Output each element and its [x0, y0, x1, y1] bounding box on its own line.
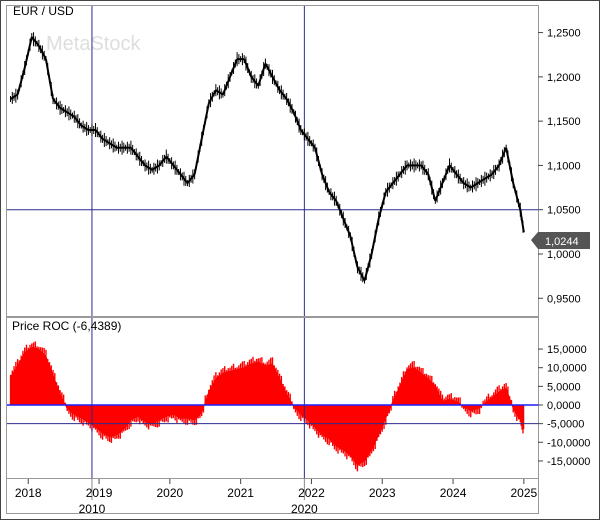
- last-value-badge: 1,0244: [531, 232, 590, 249]
- price-y-tick-label: 1,0500: [547, 205, 581, 217]
- price-panel: 1,2500 1,2000 1,1500 1,1000 1,0500 1,0000 0,95…: [7, 6, 581, 316]
- roc-y-tick-label: -15,0000: [547, 456, 590, 468]
- watermark-text: MetaStock: [46, 33, 141, 55]
- roc-y-tick-label: 0,0000: [547, 400, 581, 412]
- x-year-tick-label: 2019: [86, 486, 113, 500]
- roc-y-tick-label: 5,0000: [547, 381, 581, 393]
- x-axis-border: [6, 478, 539, 514]
- roc-chart-title: Price ROC (-6,4389): [12, 319, 121, 333]
- price-y-tick-label: 0,9500: [547, 293, 581, 305]
- x-year-tick-label: 2022: [298, 486, 325, 500]
- x-year-tick-label: 2024: [440, 486, 467, 500]
- price-y-tick-label: 1,0000: [547, 249, 581, 261]
- roc-y-tick-label: -5,0000: [547, 419, 584, 431]
- price-y-tick-label: 1,2000: [547, 72, 581, 84]
- x-axis: 2018 2019 2020 2021 2022 2023 2024 2025 2010 2020: [15, 479, 538, 516]
- x-year-tick-label: 2023: [369, 486, 396, 500]
- x-decade-label: 2010: [79, 502, 106, 516]
- roc-panel: 15,0000 10,0000 5,0000 0,0000 -5,0000 -10,000…: [7, 318, 590, 500]
- price-panel-border: [6, 5, 539, 317]
- x-year-tick-label: 2021: [227, 486, 254, 500]
- x-decade-label: 2020: [291, 502, 318, 516]
- x-year-tick-label: 2025: [510, 486, 537, 500]
- roc-y-tick-label: 10,0000: [547, 363, 587, 375]
- price-chart-title: EUR / USD: [13, 4, 74, 18]
- x-year-tick-label: 2020: [156, 486, 183, 500]
- roc-y-tick-label: -10,0000: [547, 437, 590, 449]
- price-y-tick-label: 1,2500: [547, 28, 581, 40]
- last-value-text: 1,0244: [545, 236, 579, 248]
- price-y-tick-label: 1,1000: [547, 160, 581, 172]
- x-year-tick-label: 2018: [15, 486, 42, 500]
- roc-y-tick-label: 15,0000: [547, 344, 587, 356]
- price-y-tick-label: 1,1500: [547, 116, 581, 128]
